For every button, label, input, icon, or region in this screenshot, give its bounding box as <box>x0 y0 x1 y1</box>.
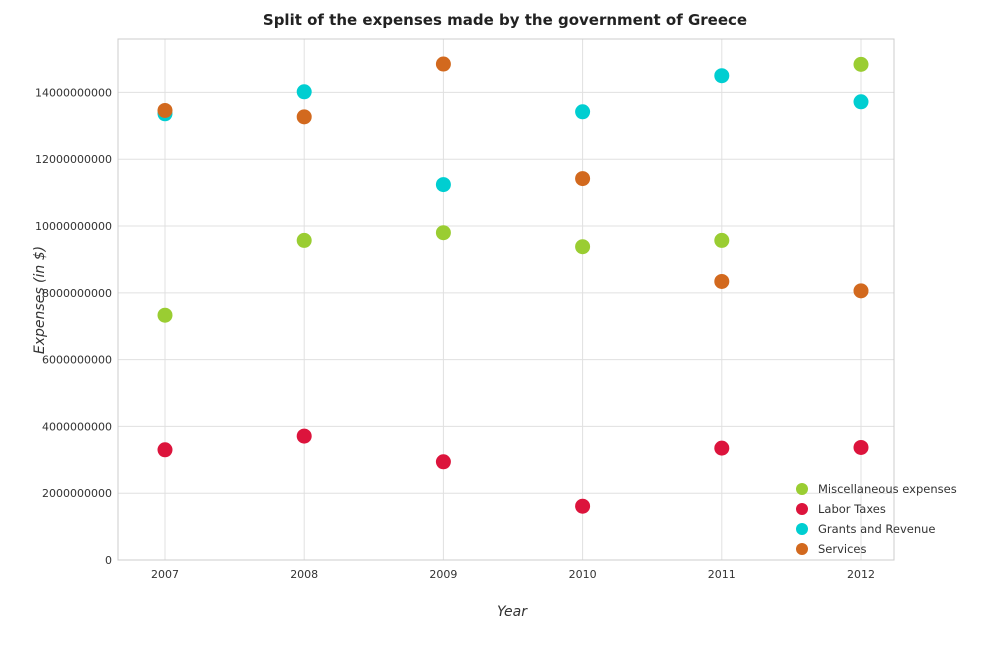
legend-item: Labor Taxes <box>796 502 886 516</box>
x-tick-label: 2010 <box>569 568 597 581</box>
legend-label: Grants and Revenue <box>818 522 936 536</box>
data-point <box>853 439 869 455</box>
data-point <box>296 428 312 444</box>
data-point <box>575 171 591 187</box>
x-tick-label: 2011 <box>708 568 736 581</box>
data-point <box>575 104 591 120</box>
data-point <box>157 102 173 118</box>
data-point <box>296 232 312 248</box>
y-tick-label: 8000000000 <box>42 287 112 300</box>
x-axis-label: Year <box>497 604 528 620</box>
y-axis-ticks: 0 2000000000 4000000000 6000000000 800000000… <box>35 86 112 567</box>
y-tick-label: 2000000000 <box>42 487 112 500</box>
data-point <box>714 68 730 84</box>
x-tick-label: 2007 <box>151 568 179 581</box>
legend-item: Miscellaneous expenses <box>796 482 957 496</box>
legend-label: Miscellaneous expenses <box>818 482 957 496</box>
data-point <box>575 498 591 514</box>
plot-area <box>117 38 895 561</box>
legend-label: Services <box>818 542 867 556</box>
series-2 <box>157 68 869 193</box>
legend-marker <box>796 523 808 535</box>
y-tick-label: 0 <box>105 554 112 567</box>
chart-title: Split of the expenses made by the govern… <box>263 11 747 29</box>
data-point <box>575 239 591 255</box>
y-tick-label: 14000000000 <box>35 86 112 99</box>
legend-label: Labor Taxes <box>818 502 886 516</box>
series-0 <box>157 56 869 323</box>
y-tick-label: 6000000000 <box>42 354 112 367</box>
data-point <box>296 84 312 100</box>
data-point <box>853 56 869 72</box>
data-point <box>296 109 312 125</box>
data-point <box>157 442 173 458</box>
data-point <box>435 177 451 193</box>
series-1 <box>157 428 869 514</box>
data-point <box>714 273 730 289</box>
y-tick-label: 4000000000 <box>42 420 112 433</box>
y-tick-label: 12000000000 <box>35 153 112 166</box>
x-axis-ticks: 2007 2008 2009 2010 2011 2012 <box>151 568 875 581</box>
legend-marker <box>796 483 808 495</box>
legend-marker <box>796 543 808 555</box>
series-3 <box>157 56 869 299</box>
data-points <box>157 56 869 514</box>
x-tick-label: 2012 <box>847 568 875 581</box>
x-tick-label: 2009 <box>429 568 457 581</box>
legend-item: Services <box>796 542 867 556</box>
gridlines <box>118 39 894 561</box>
x-tick-label: 2008 <box>290 568 318 581</box>
data-point <box>714 232 730 248</box>
data-point <box>435 454 451 470</box>
data-point <box>853 94 869 110</box>
legend-item: Grants and Revenue <box>796 522 936 536</box>
y-tick-label: 10000000000 <box>35 220 112 233</box>
legend: Miscellaneous expenses Labor Taxes Grants … <box>796 482 957 556</box>
data-point <box>435 225 451 241</box>
y-axis-label: Expenses (in $) <box>32 246 48 354</box>
data-point <box>714 440 730 456</box>
data-point <box>435 56 451 72</box>
data-point <box>157 307 173 323</box>
legend-marker <box>796 503 808 515</box>
data-point <box>853 283 869 299</box>
